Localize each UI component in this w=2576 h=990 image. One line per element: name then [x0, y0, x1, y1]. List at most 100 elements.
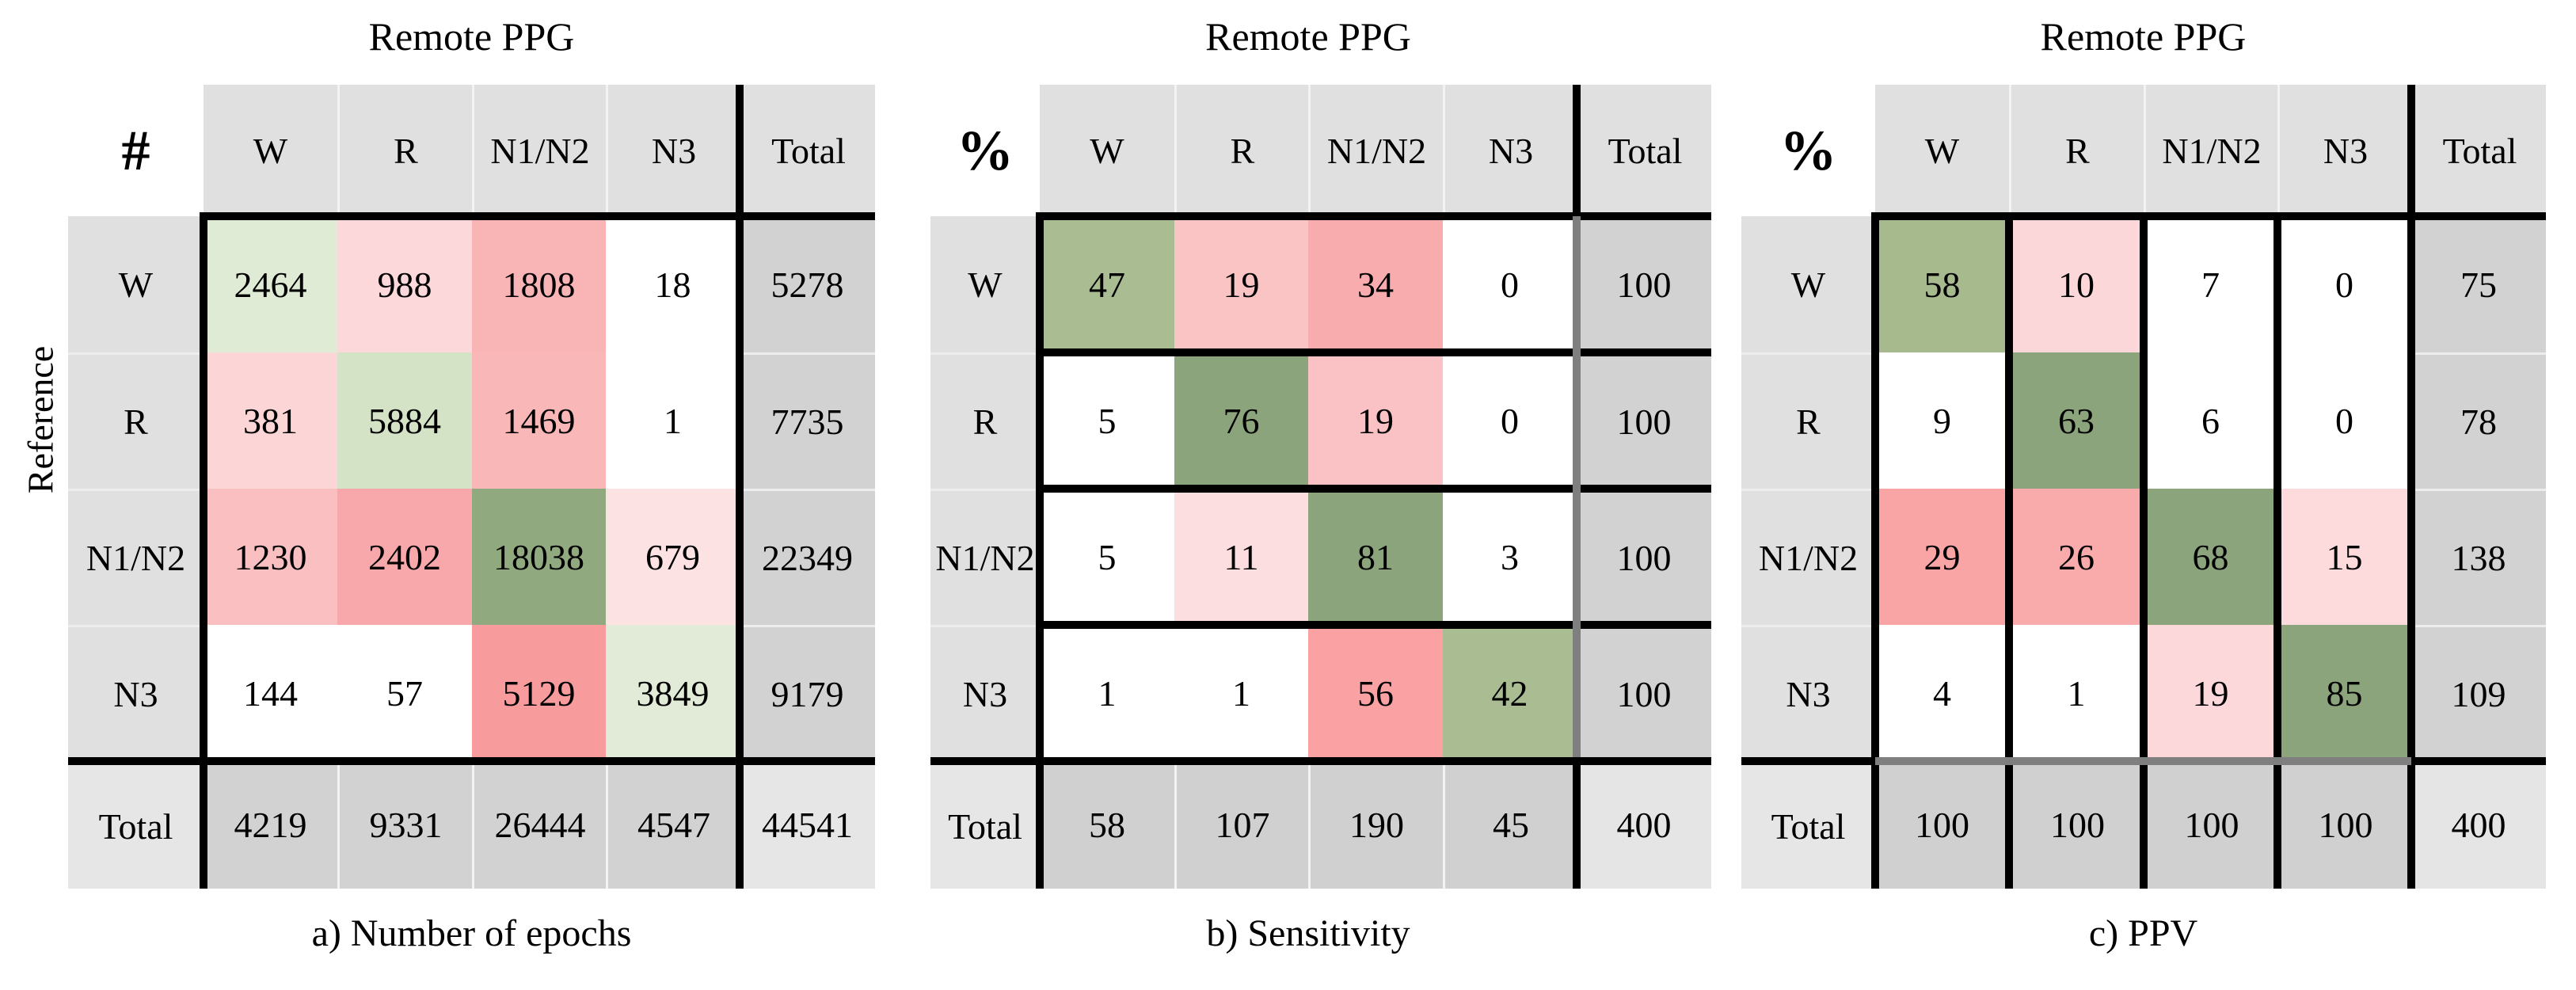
- col-header-r: R: [1174, 85, 1308, 216]
- cell-r-r: 63: [2009, 352, 2144, 489]
- col-header-n3: N3: [2277, 85, 2411, 216]
- col-header-w: W: [1040, 85, 1174, 216]
- cell-total-total: 44541: [740, 761, 875, 889]
- cell-total-n1n2: 100: [2144, 761, 2277, 889]
- row-label-w: W: [1741, 216, 1875, 352]
- confusion-grid: % W R N1/N2 N3 Total W 58 10 7 0 75 R 9 63 6 0 78 N1/N2 29 2…: [1741, 85, 2546, 889]
- cell-total-total: 400: [2411, 761, 2546, 889]
- col-header-n1n2: N1/N2: [2144, 85, 2277, 216]
- confusion-grid: % W R N1/N2 N3 Total W 47 19 34 0 100 R 5 76 19 0 100 N1/N…: [930, 85, 1711, 889]
- col-header-n1n2: N1/N2: [1308, 85, 1443, 216]
- cell-w-total: 75: [2411, 216, 2546, 352]
- table-caption: b) Sensitivity: [1206, 912, 1410, 954]
- cell-n1n2-w: 29: [1875, 489, 2009, 625]
- cell-n3-r: 57: [337, 625, 472, 761]
- row-label-n3: N3: [68, 625, 204, 761]
- cell-total-r: 100: [2009, 761, 2144, 889]
- cell-n3-w: 4: [1875, 625, 2009, 761]
- cell-w-r: 988: [337, 216, 472, 352]
- table-title: Remote PPG: [1205, 14, 1411, 59]
- table-number-of-epochs: Remote PPG # W R N1/N2 N3 Total W 2464 988 1808 18…: [68, 0, 875, 990]
- row-label-w: W: [930, 216, 1040, 352]
- cell-n1n2-n3: 3: [1443, 489, 1577, 625]
- cell-r-total: 78: [2411, 352, 2546, 489]
- cell-total-n1n2: 26444: [472, 761, 606, 889]
- cell-w-w: 47: [1040, 216, 1174, 352]
- cell-n3-r: 1: [2009, 625, 2144, 761]
- cell-n3-w: 144: [204, 625, 337, 761]
- cell-n1n2-r: 2402: [337, 489, 472, 625]
- row-label-r: R: [68, 352, 204, 489]
- cell-n1n2-n3: 679: [606, 489, 740, 625]
- col-header-total: Total: [1577, 85, 1711, 216]
- reference-axis-label: Reference: [20, 345, 61, 494]
- cell-n1n2-total: 138: [2411, 489, 2546, 625]
- cell-r-total: 7735: [740, 352, 875, 489]
- cell-n1n2-w: 1230: [204, 489, 337, 625]
- cell-r-r: 76: [1174, 352, 1308, 489]
- col-header-w: W: [204, 85, 337, 216]
- cell-w-n1n2: 7: [2144, 216, 2277, 352]
- table-title: Remote PPG: [368, 14, 575, 59]
- row-label-n1n2: N1/N2: [1741, 489, 1875, 625]
- cell-total-n1n2: 190: [1308, 761, 1443, 889]
- cell-r-n1n2: 19: [1308, 352, 1443, 489]
- corner-symbol: %: [957, 118, 1014, 182]
- cell-w-n1n2: 1808: [472, 216, 606, 352]
- cell-w-total: 100: [1577, 216, 1711, 352]
- cell-total-w: 100: [1875, 761, 2009, 889]
- cell-r-w: 9: [1875, 352, 2009, 489]
- cell-n3-n3: 42: [1443, 625, 1577, 761]
- row-label-n1n2: N1/N2: [68, 489, 204, 625]
- cell-n3-n3: 85: [2277, 625, 2411, 761]
- cell-n3-n3: 3849: [606, 625, 740, 761]
- row-label-r: R: [1741, 352, 1875, 489]
- table-caption: c) PPV: [2088, 912, 2198, 954]
- table-title: Remote PPG: [2040, 14, 2247, 59]
- cell-n3-total: 100: [1577, 625, 1711, 761]
- cell-w-w: 2464: [204, 216, 337, 352]
- row-label-total: Total: [68, 761, 204, 889]
- row-label-n1n2: N1/N2: [930, 489, 1040, 625]
- cell-n3-r: 1: [1174, 625, 1308, 761]
- row-label-n3: N3: [1741, 625, 1875, 761]
- row-label-r: R: [930, 352, 1040, 489]
- cell-r-total: 100: [1577, 352, 1711, 489]
- cell-w-n3: 0: [1443, 216, 1577, 352]
- cell-w-w: 58: [1875, 216, 2009, 352]
- cell-n1n2-n1n2: 18038: [472, 489, 606, 625]
- cell-n3-n1n2: 19: [2144, 625, 2277, 761]
- cell-n3-n1n2: 56: [1308, 625, 1443, 761]
- cell-r-n3: 1: [606, 352, 740, 489]
- table-ppv: Remote PPG % W R N1/N2 N3 Total W 58 10 7 0 75 R 9 63 6…: [1741, 0, 2546, 990]
- cell-total-total: 400: [1577, 761, 1711, 889]
- col-header-n1n2: N1/N2: [472, 85, 606, 216]
- cell-n1n2-n3: 15: [2277, 489, 2411, 625]
- cell-w-n3: 18: [606, 216, 740, 352]
- cell-w-r: 10: [2009, 216, 2144, 352]
- cell-total-n3: 100: [2277, 761, 2411, 889]
- cell-total-n3: 45: [1443, 761, 1577, 889]
- cell-r-n1n2: 6: [2144, 352, 2277, 489]
- cell-n1n2-r: 26: [2009, 489, 2144, 625]
- cell-n3-total: 109: [2411, 625, 2546, 761]
- col-header-r: R: [2009, 85, 2144, 216]
- col-header-total: Total: [2411, 85, 2546, 216]
- col-header-n3: N3: [606, 85, 740, 216]
- row-label-total: Total: [1741, 761, 1875, 889]
- cell-r-n3: 0: [1443, 352, 1577, 489]
- col-header-n3: N3: [1443, 85, 1577, 216]
- cell-n1n2-total: 100: [1577, 489, 1711, 625]
- cell-total-n3: 4547: [606, 761, 740, 889]
- cell-n1n2-w: 5: [1040, 489, 1174, 625]
- cell-n3-w: 1: [1040, 625, 1174, 761]
- row-label-n3: N3: [930, 625, 1040, 761]
- cell-w-n3: 0: [2277, 216, 2411, 352]
- cell-n1n2-total: 22349: [740, 489, 875, 625]
- corner-symbol: %: [1779, 118, 1837, 182]
- col-header-total: Total: [740, 85, 875, 216]
- cell-r-w: 5: [1040, 352, 1174, 489]
- table-caption: a) Number of epochs: [311, 912, 632, 954]
- cell-r-w: 381: [204, 352, 337, 489]
